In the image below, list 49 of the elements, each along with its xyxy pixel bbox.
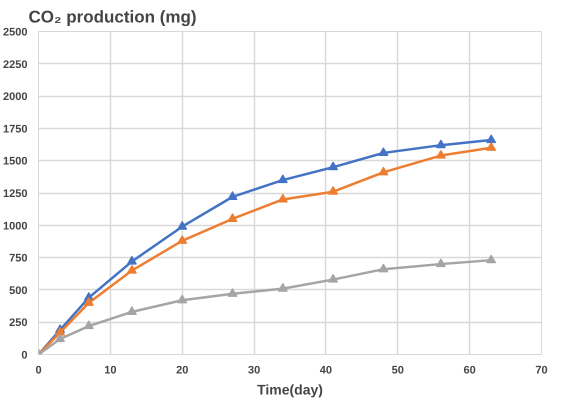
point (328, 186, 338, 195)
y-tick-label: 500 (9, 284, 28, 297)
x-tick-label: 50 (392, 364, 404, 376)
point (486, 142, 496, 151)
point (278, 174, 288, 184)
point (378, 166, 388, 176)
x-tick-label: 70 (535, 364, 548, 376)
y-tick-label: 0 (21, 350, 28, 362)
y-tick-label: 1500 (3, 156, 28, 168)
point (486, 134, 496, 144)
point (177, 235, 188, 244)
point (126, 306, 137, 315)
point (486, 254, 496, 264)
y-tick-label: 1000 (3, 220, 28, 232)
point (126, 264, 137, 274)
point (436, 258, 446, 268)
point (228, 191, 238, 200)
point (378, 147, 388, 156)
point (84, 297, 94, 306)
point (84, 320, 94, 330)
y-tick-label: 2000 (3, 91, 28, 104)
y-tick-label: 1750 (3, 123, 28, 136)
point (228, 288, 238, 297)
point (177, 220, 188, 230)
x-tick-label: 10 (104, 364, 116, 376)
point (328, 161, 338, 170)
y-tick-label: 250 (9, 317, 28, 330)
point (55, 326, 66, 336)
point (328, 274, 338, 283)
point (55, 333, 66, 342)
point (126, 256, 137, 265)
point (436, 150, 446, 159)
x-tick-label: 40 (320, 364, 332, 376)
y-tick-label: 2250 (3, 58, 28, 71)
y-tick-label: 2500 (3, 26, 28, 38)
point (177, 294, 188, 304)
chart-title: CO₂ production (mg) (28, 8, 197, 26)
point (378, 264, 388, 272)
point (436, 140, 446, 148)
x-axis-title: Time(day) (257, 382, 323, 398)
y-tick-label: 1250 (3, 188, 28, 200)
point (228, 213, 238, 222)
x-tick-label: 60 (464, 364, 476, 376)
x-tick-label: 20 (176, 364, 188, 376)
point (278, 194, 288, 203)
point (278, 282, 288, 292)
x-tick-label: 0 (35, 364, 42, 376)
x-tick-label: 30 (248, 364, 260, 376)
y-tick-label: 750 (9, 252, 28, 265)
